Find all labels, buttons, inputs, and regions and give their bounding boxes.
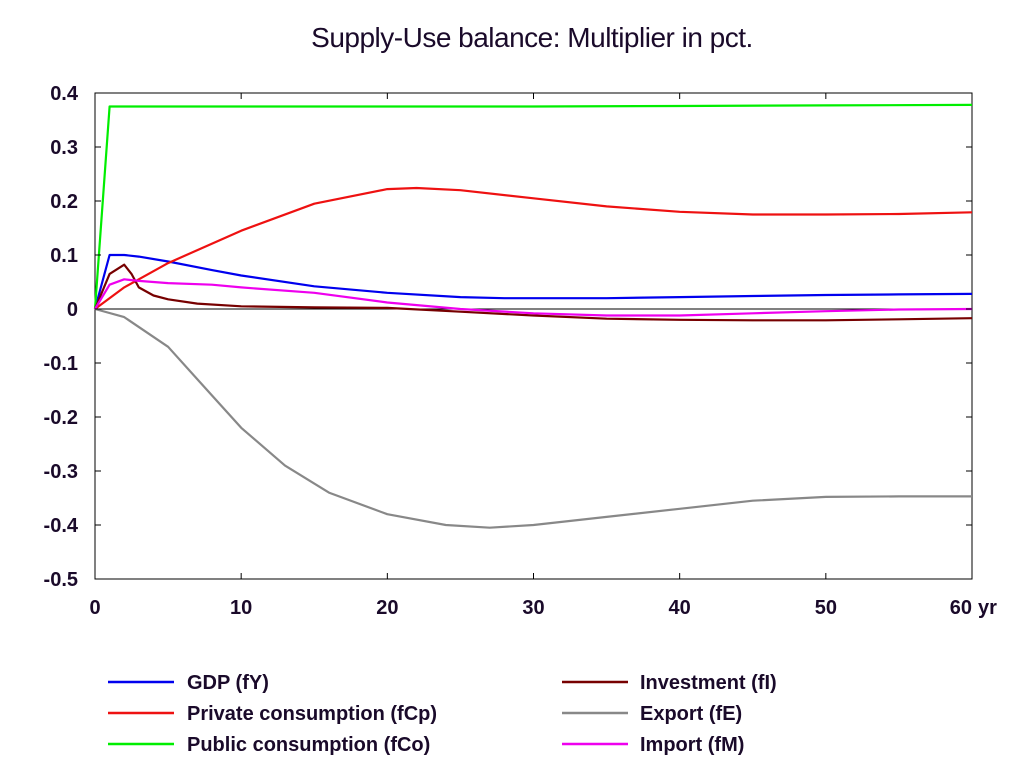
y-tick-label: 0.3 <box>50 137 78 159</box>
legend-label-2: Public consumption (fCo) <box>187 734 430 756</box>
legend-label-4: Export (fE) <box>640 703 742 725</box>
y-tick-label: 0.1 <box>50 245 78 267</box>
series-line-1 <box>94 186 973 310</box>
plot-frame <box>94 92 973 580</box>
x-tick-label: 30 <box>522 597 544 619</box>
legend-label-1: Private consumption (fCp) <box>187 703 437 725</box>
x-tick-label: 60 <box>950 597 972 619</box>
x-tick-label: 0 <box>89 597 100 619</box>
x-tick-label: 10 <box>230 597 252 619</box>
chart-title: Supply-Use balance: Multiplier in pct. <box>311 22 753 53</box>
series-line-0 <box>93 253 973 310</box>
series-line-3 <box>93 263 973 322</box>
x-axis-unit-label: yr <box>978 597 997 619</box>
y-tick-label: 0 <box>67 299 78 321</box>
x-tick-label: 20 <box>376 597 398 619</box>
series-line-2 <box>93 103 973 310</box>
y-tick-label: -0.2 <box>44 407 78 429</box>
y-tick-label: 0.2 <box>50 191 78 213</box>
series-line-5 <box>94 278 973 317</box>
y-axis-ticks: 0.4 0.3 0.2 0.1 0 -0.1 -0.2 -0.3 -0.4 -0.5 <box>44 83 972 591</box>
chart-legend: GDP (fY) Private consumption (fCp) Public … <box>108 672 777 756</box>
x-tick-label: 50 <box>815 597 837 619</box>
series-lines <box>93 103 973 529</box>
chart-axes <box>94 92 973 580</box>
y-tick-label: 0.4 <box>50 83 79 105</box>
x-tick-label: 40 <box>669 597 691 619</box>
y-tick-label: -0.5 <box>44 569 78 591</box>
x-axis-ticks: 0 10 20 30 40 50 60 yr <box>89 93 997 619</box>
legend-label-0: GDP (fY) <box>187 672 269 694</box>
series-line-4 <box>94 307 972 529</box>
legend-label-3: Investment (fI) <box>640 672 777 694</box>
legend-label-5: Import (fM) <box>640 734 744 756</box>
y-tick-label: -0.3 <box>44 461 78 483</box>
y-tick-label: -0.4 <box>44 515 79 537</box>
y-tick-label: -0.1 <box>44 353 78 375</box>
